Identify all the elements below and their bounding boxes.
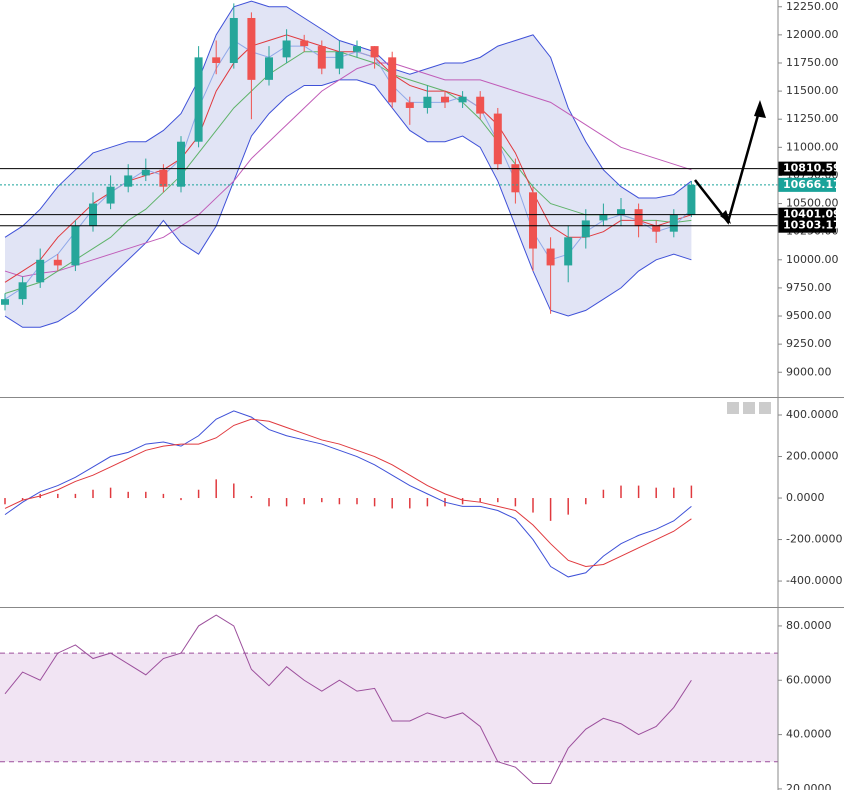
candle-body	[388, 57, 397, 103]
pane-buttons[interactable]	[727, 402, 771, 414]
candle-body	[194, 57, 203, 142]
y-tick-label: -400.0000	[786, 574, 842, 587]
y-tick-label: 11250.00	[786, 112, 839, 125]
level-band	[0, 653, 778, 762]
candle-body	[300, 40, 309, 47]
button[interactable]	[743, 402, 755, 414]
y-tick-label: 40.0000	[786, 728, 832, 741]
price-tag-label: 10401.09	[783, 208, 841, 221]
candle-body	[335, 51, 344, 69]
y-tick-label: 80.0000	[786, 619, 832, 632]
y-tick-label: 200.0000	[786, 450, 839, 463]
candle-body	[581, 220, 590, 238]
band-lower	[4, 79, 692, 328]
candle-body	[282, 40, 291, 58]
price-tag	[778, 161, 836, 176]
price-tag	[778, 177, 836, 192]
candle-body	[617, 209, 625, 215]
y-tick-label: 400.0000	[786, 408, 839, 421]
price-tag-label: 10810.59	[783, 162, 841, 175]
candle-body	[687, 184, 696, 215]
candle-body	[405, 102, 414, 108]
candle-body	[599, 214, 608, 221]
candle-body	[511, 164, 520, 193]
y-tick-label: 10500.00	[786, 197, 839, 210]
candle-body	[529, 192, 537, 249]
y-tick-label: 20.0000	[786, 782, 832, 790]
candle-body	[564, 237, 573, 266]
drawn-arrow	[694, 100, 766, 225]
arrow-path	[694, 107, 762, 225]
candle-body	[1, 299, 9, 305]
candle-body	[36, 259, 45, 283]
band-fill	[5, 1, 692, 328]
y-tick-label: 60.0000	[786, 673, 832, 686]
y-tick-label: 9250.00	[786, 337, 832, 350]
moving-average	[4, 39, 692, 300]
price-tag	[778, 218, 836, 233]
button[interactable]	[759, 402, 771, 414]
candle-body	[370, 46, 379, 58]
candle-body	[141, 169, 150, 176]
indicator-line	[4, 614, 692, 784]
candle-body	[353, 46, 361, 52]
candle-body	[159, 169, 168, 187]
candle-body	[458, 96, 467, 103]
y-tick-label: 0.0000	[786, 491, 825, 504]
candle-body	[317, 46, 326, 69]
price-tag-label: 10303.17	[783, 219, 841, 232]
indicator-line	[4, 410, 692, 578]
candle-body	[71, 226, 80, 266]
y-tick-label: -200.0000	[786, 533, 842, 546]
arrow-head	[754, 100, 766, 118]
button[interactable]	[727, 402, 739, 414]
candle-body	[634, 209, 643, 227]
candle-body	[212, 57, 221, 63]
candle-body	[669, 214, 678, 232]
candle-body	[265, 57, 273, 80]
y-tick-label: 9750.00	[786, 281, 832, 294]
candle-body	[441, 96, 449, 103]
candle-body	[18, 282, 27, 300]
candle-body	[546, 248, 555, 266]
candle-body	[423, 96, 432, 108]
y-tick-label: 11750.00	[786, 56, 839, 69]
candle-body	[177, 141, 185, 187]
price-tag-label: 10666.17	[783, 178, 841, 191]
indicator-line	[4, 418, 692, 568]
band-upper	[4, 0, 692, 238]
arrow-head	[720, 210, 731, 224]
price-tag	[778, 207, 836, 222]
moving-average	[4, 62, 692, 278]
y-tick-label: 12250.00	[786, 0, 839, 13]
y-tick-label: 10000.00	[786, 253, 839, 266]
candle-body	[124, 175, 133, 187]
y-tick-label: 9500.00	[786, 309, 832, 322]
y-tick-label: 11500.00	[786, 84, 839, 97]
candle-body	[247, 17, 256, 80]
y-tick-label: 12000.00	[786, 28, 839, 41]
candle-body	[476, 96, 485, 114]
candle-body	[229, 17, 238, 63]
y-tick-label: 9000.00	[786, 365, 832, 378]
candle-body	[652, 226, 661, 232]
candle-body	[106, 186, 115, 204]
y-tick-label: 11000.00	[786, 140, 839, 153]
candle-body	[493, 113, 502, 165]
candle-body	[53, 259, 62, 266]
